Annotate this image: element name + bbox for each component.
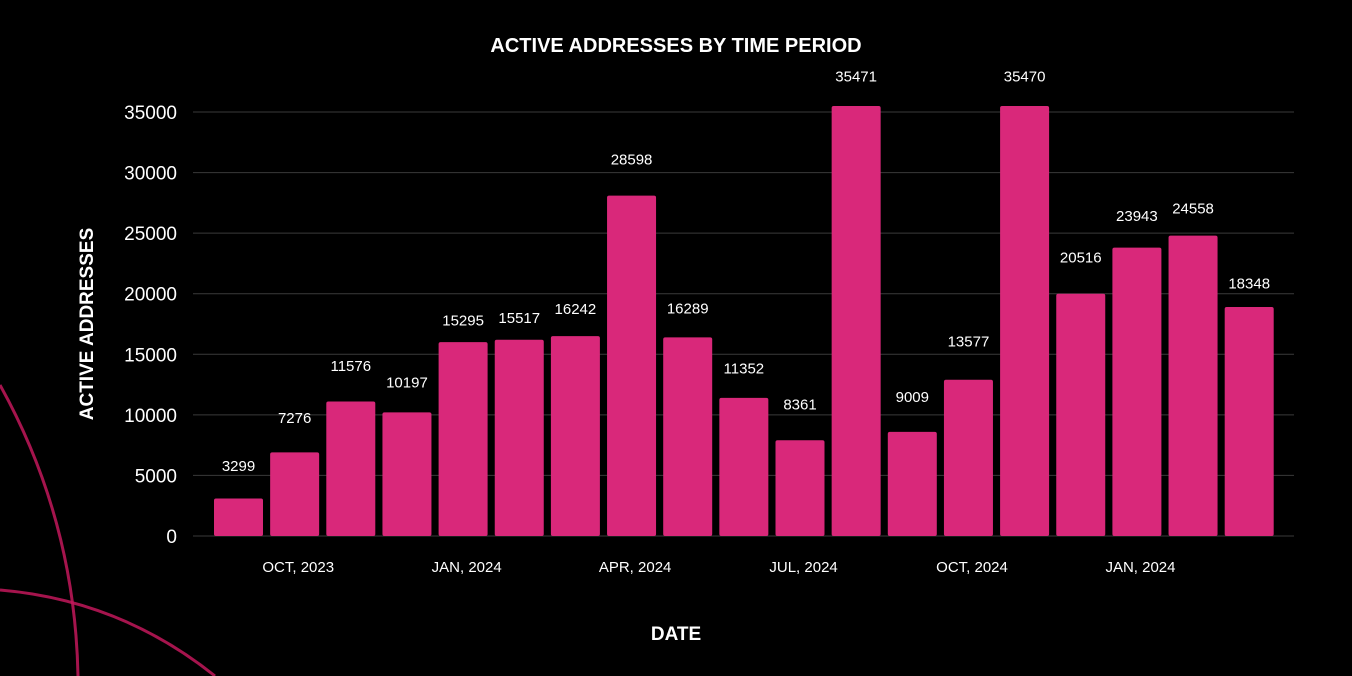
- bar: [719, 397, 769, 536]
- y-tick-label: 5000: [135, 466, 177, 487]
- data-label: 35471: [835, 68, 877, 85]
- x-tick-label: JAN, 2024: [432, 559, 502, 576]
- bar: [270, 452, 320, 536]
- bar: [943, 379, 993, 536]
- data-label: 15295: [442, 313, 484, 330]
- data-label: 11576: [330, 358, 371, 375]
- y-tick-label: 20000: [124, 285, 177, 306]
- x-tick-label: OCT, 2023: [262, 559, 334, 576]
- x-tick-label: APR, 2024: [599, 559, 672, 576]
- x-tick-label: OCT, 2024: [936, 559, 1008, 576]
- x-axis-ticks: OCT, 2023 JAN, 2024 APR, 2024 JUL, 2024 OCT,…: [262, 559, 1175, 576]
- bar: [1056, 293, 1106, 536]
- y-tick-label: 30000: [124, 164, 177, 185]
- bar: [607, 195, 657, 537]
- data-label: 24558: [1172, 200, 1214, 217]
- bar: [1224, 307, 1274, 536]
- y-tick-label: 15000: [124, 345, 177, 366]
- y-tick-label: 35000: [124, 103, 177, 124]
- bar: [326, 401, 376, 536]
- x-tick-label: JAN, 2024: [1105, 559, 1175, 576]
- data-label: 23943: [1116, 208, 1158, 225]
- bar: [1168, 235, 1218, 536]
- y-axis-ticks: 0 5000 10000 15000 20000 25000 30000 35000: [124, 103, 177, 548]
- bar: [1112, 247, 1162, 536]
- background-decoration: [0, 384, 216, 676]
- bar: [775, 440, 825, 536]
- data-label: 16289: [667, 301, 709, 318]
- x-axis-title: DATE: [651, 624, 701, 645]
- data-label: 18348: [1228, 276, 1270, 293]
- y-tick-label: 0: [166, 527, 177, 548]
- data-label: 16242: [555, 301, 597, 318]
- data-label: 11352: [724, 360, 765, 377]
- y-tick-label: 25000: [124, 224, 177, 245]
- data-label: 35470: [1004, 68, 1046, 85]
- bar: [550, 336, 600, 536]
- data-labels: 3299 7276 11576 10197 15295 15517 16242 28598 16…: [222, 68, 1270, 475]
- bar: [214, 498, 263, 536]
- data-label: 3299: [222, 458, 255, 475]
- bar: [831, 105, 881, 536]
- bars: [214, 105, 1274, 537]
- data-label: 7276: [278, 410, 311, 427]
- bar: [494, 339, 544, 536]
- y-tick-label: 10000: [124, 406, 177, 427]
- data-label: 9009: [896, 389, 929, 406]
- chart-title: ACTIVE ADDRESSES BY TIME PERIOD: [490, 35, 861, 57]
- data-label: 13577: [948, 334, 990, 351]
- data-label: 20516: [1060, 249, 1102, 266]
- data-label: 28598: [611, 152, 653, 169]
- bar: [382, 412, 432, 536]
- bar: [1000, 105, 1050, 536]
- bar: [887, 431, 937, 536]
- bar: [438, 342, 488, 536]
- bar: [663, 337, 713, 536]
- data-label: 15517: [498, 310, 540, 327]
- data-label: 10197: [386, 374, 428, 391]
- data-label: 8361: [783, 397, 816, 414]
- x-tick-label: JUL, 2024: [769, 559, 837, 576]
- y-axis-title: ACTIVE ADDRESSES: [77, 228, 98, 421]
